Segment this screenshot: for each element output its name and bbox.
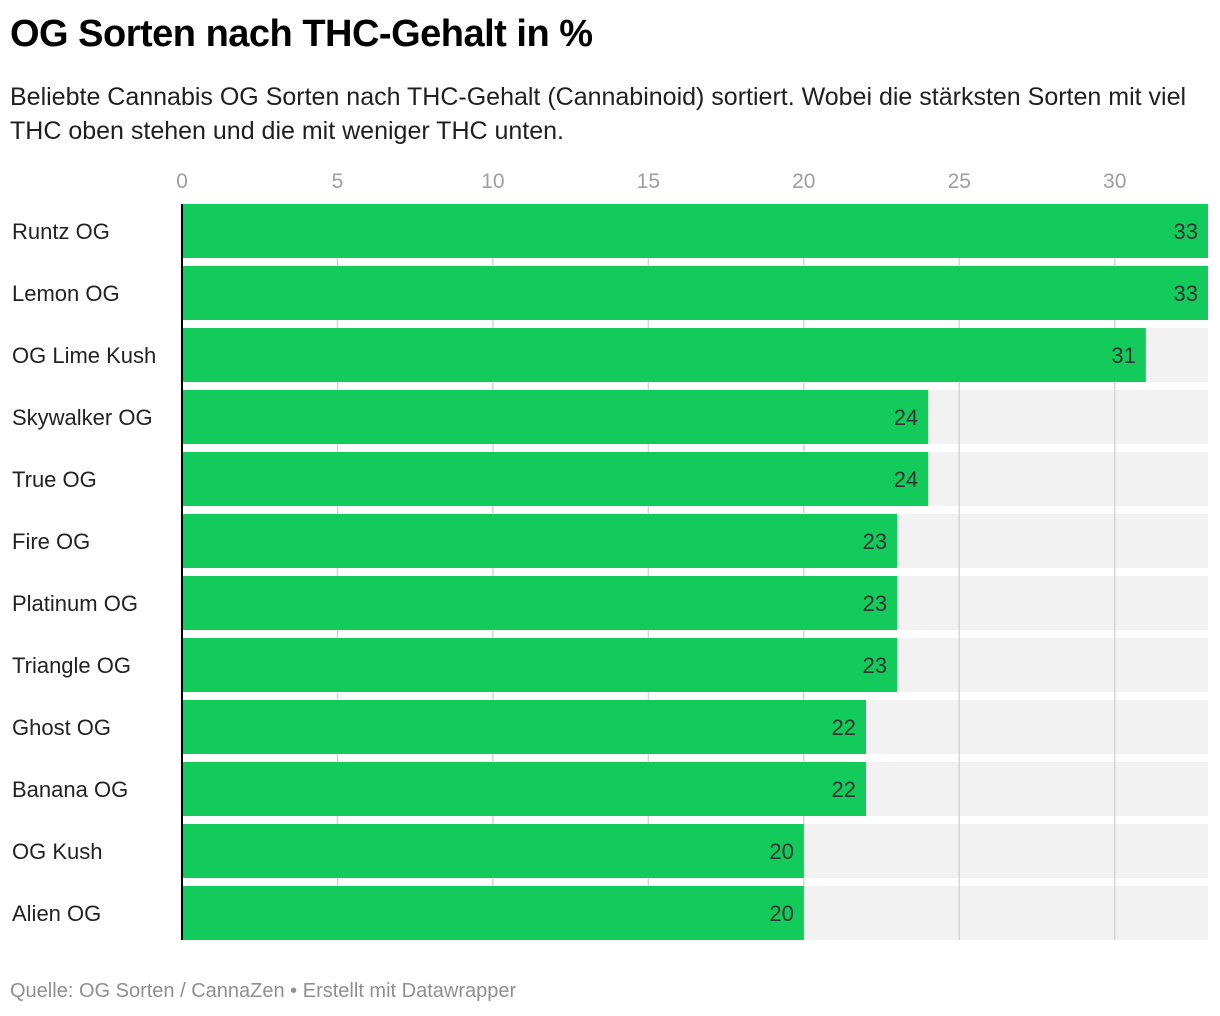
category-label: Fire OG <box>12 529 90 554</box>
bar <box>182 576 898 630</box>
x-tick-label: 15 <box>637 170 660 193</box>
bar-chart: 0 5 10 15 20 25 30 33 Runtz OG 33 Lemon OG 31 OG Lim… <box>12 170 1208 940</box>
value-label: 33 <box>1174 281 1198 306</box>
category-label: Banana OG <box>12 777 128 802</box>
category-label: OG Lime Kush <box>12 343 156 368</box>
value-label: 24 <box>894 405 918 430</box>
chart-subtitle: Beliebte Cannabis OG Sorten nach THC-Geh… <box>10 83 1187 145</box>
x-tick-label: 0 <box>176 170 188 193</box>
x-tick-label: 25 <box>948 170 971 193</box>
value-label: 23 <box>863 653 887 678</box>
source-text: OG Sorten / CannaZen <box>78 980 285 1002</box>
value-label: 22 <box>832 715 856 740</box>
x-tick-label: 30 <box>1103 170 1126 193</box>
category-label: OG Kush <box>12 839 102 864</box>
category-label: True OG <box>12 467 97 492</box>
x-tick-label: 10 <box>481 170 504 193</box>
value-label: 20 <box>769 839 793 864</box>
category-label: Alien OG <box>12 901 101 926</box>
bar <box>182 638 898 692</box>
bar <box>182 886 804 940</box>
category-label: Ghost OG <box>12 715 111 740</box>
category-label: Skywalker OG <box>12 405 153 430</box>
bar <box>182 514 898 568</box>
value-label: 24 <box>894 467 918 492</box>
x-tick-label: 20 <box>792 170 815 193</box>
value-label: 22 <box>832 777 856 802</box>
category-label: Runtz OG <box>12 219 110 244</box>
value-label: 23 <box>863 591 887 616</box>
bar <box>182 700 866 754</box>
category-label: Triangle OG <box>12 653 131 678</box>
bar <box>182 452 929 506</box>
bar <box>182 266 1208 320</box>
source-label: Quelle: <box>10 980 74 1002</box>
x-tick-label: 5 <box>332 170 344 193</box>
bar <box>182 390 929 444</box>
value-label: 20 <box>769 901 793 926</box>
bar <box>182 762 866 816</box>
footer-separator: • <box>290 980 298 1002</box>
value-label: 33 <box>1174 219 1198 244</box>
category-label: Platinum OG <box>12 591 138 616</box>
chart-footer: Quelle: OG Sorten / CannaZen • Erstellt … <box>10 980 516 1003</box>
category-label: Lemon OG <box>12 281 120 306</box>
value-label: 31 <box>1111 343 1135 368</box>
bar <box>182 824 804 878</box>
bar <box>182 204 1208 258</box>
credit-text: Erstellt mit Datawrapper <box>302 980 517 1002</box>
chart-title: OG Sorten nach THC-Gehalt in % <box>10 13 593 55</box>
value-label: 23 <box>863 529 887 554</box>
bar <box>182 328 1146 382</box>
